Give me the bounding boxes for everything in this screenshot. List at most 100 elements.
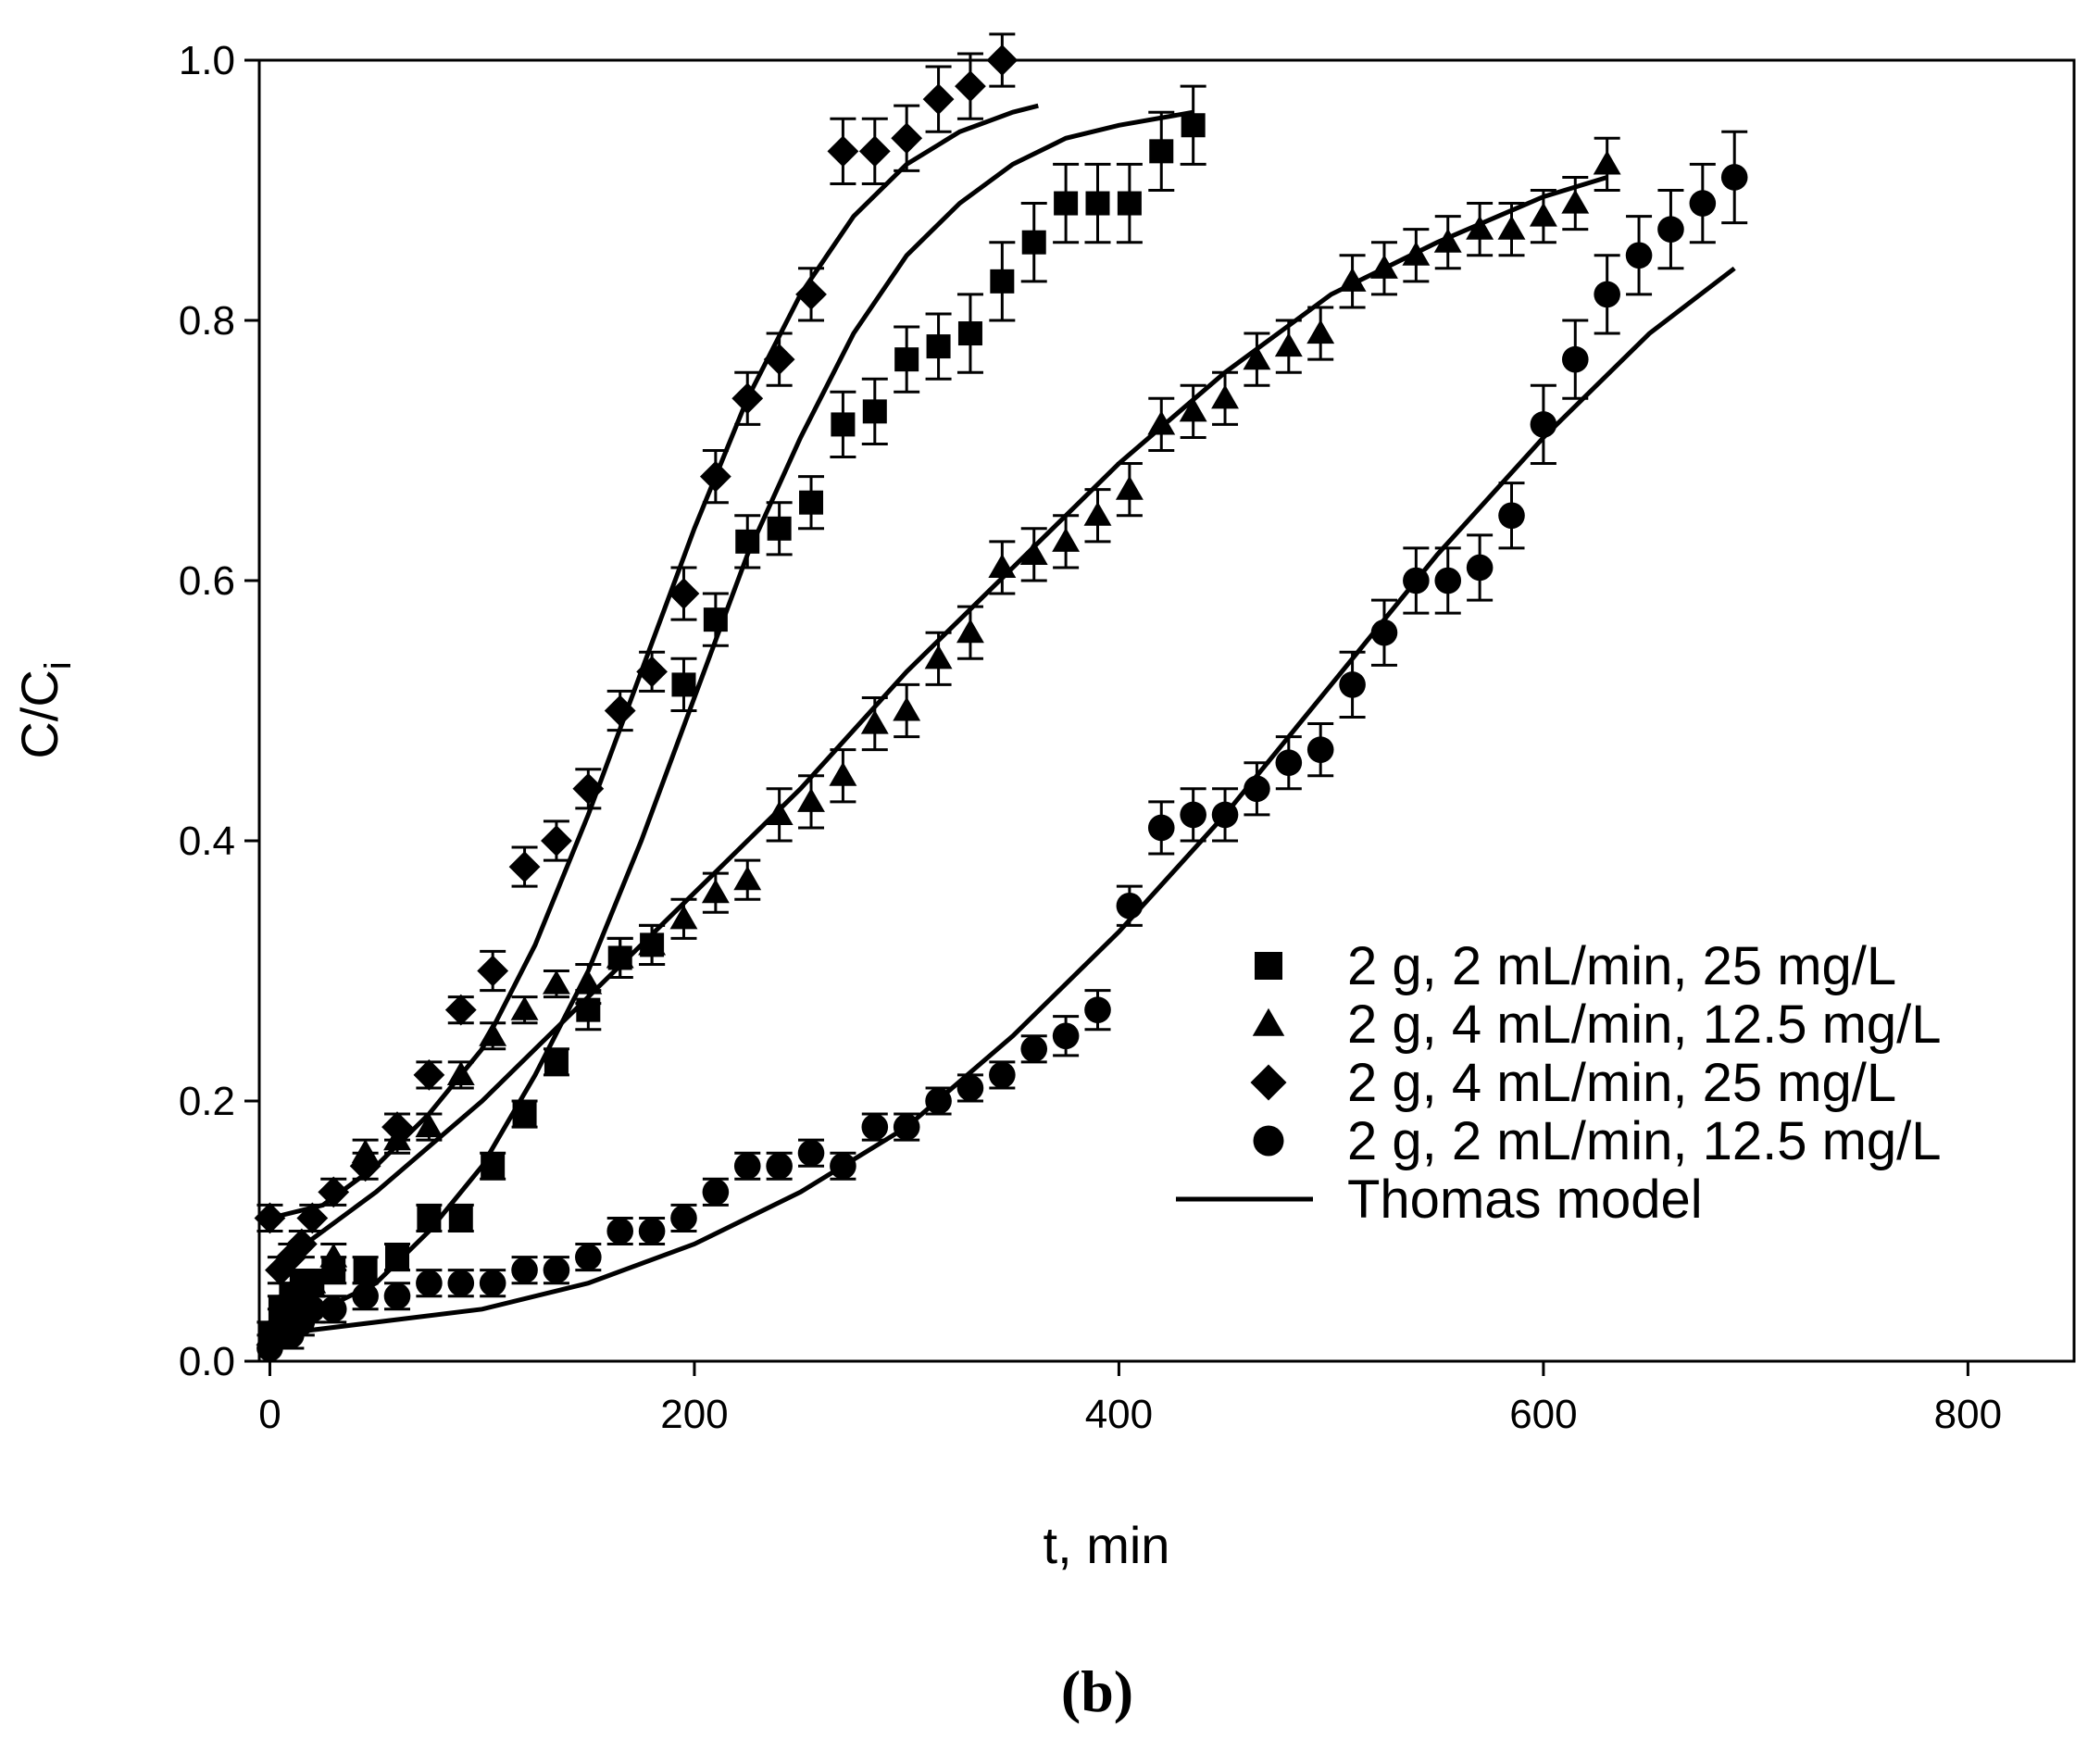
data-point-s3-45 (1594, 281, 1620, 308)
data-point-s1-41 (1466, 215, 1494, 240)
data-point-s1-25 (956, 619, 984, 644)
data-point-s1-12 (542, 970, 570, 995)
data-point-s2-14 (604, 694, 636, 727)
data-point-s2-26 (986, 44, 1019, 76)
data-point-s1-21 (829, 761, 857, 786)
data-point-s2-20 (795, 279, 827, 310)
data-point-s3-46 (1625, 242, 1653, 269)
data-point-s3-34 (1244, 775, 1270, 803)
data-point-s0-19 (767, 516, 792, 541)
data-point-s0-6 (353, 1257, 378, 1282)
data-point-s1-11 (510, 995, 539, 1020)
data-point-s1-14 (606, 944, 634, 969)
data-point-s3-41 (1466, 554, 1494, 582)
data-point-s3-42 (1498, 502, 1525, 530)
y-tick-label-0: 0.0 (179, 1339, 235, 1384)
data-point-s2-15 (636, 656, 668, 688)
data-point-s0-32 (1181, 113, 1206, 138)
data-point-s0-7 (385, 1245, 410, 1270)
data-point-s3-38 (1370, 619, 1398, 646)
data-point-s0-21 (831, 412, 856, 437)
data-point-s2-17 (699, 460, 731, 493)
data-point-s1-27 (1019, 540, 1048, 565)
thomas-model-curve-3 (269, 266, 1736, 1338)
data-point-s2-8 (413, 1059, 445, 1091)
data-point-s3-16 (670, 1205, 697, 1232)
data-point-s3-13 (575, 1244, 602, 1270)
data-point-s2-22 (858, 135, 891, 168)
data-point-s3-10 (479, 1270, 506, 1296)
data-point-s1-45 (1593, 150, 1621, 175)
data-point-s1-28 (1052, 527, 1081, 552)
y-axis-title: C/Ci (10, 661, 79, 758)
x-axis-title: t, min (1044, 1516, 1170, 1574)
axis-ticks: 0 200 400 600 800 0.0 0.2 0.4 0.6 0.8 1.0 (179, 38, 2002, 1437)
legend: 2 g, 2 mL/min, 25 mg/L2 g, 4 mL/min, 12.… (1176, 936, 1942, 1230)
data-point-s0-27 (1021, 230, 1046, 255)
data-point-s0-17 (703, 607, 728, 632)
data-point-s2-9 (444, 994, 477, 1026)
data-point-s1-8 (415, 1113, 444, 1138)
data-point-s3-11 (511, 1257, 538, 1283)
data-point-s1-9 (446, 1060, 475, 1085)
data-point-s1-42 (1497, 215, 1526, 240)
data-point-s1-34 (1243, 345, 1271, 370)
data-point-s3-19 (766, 1152, 793, 1180)
data-point-s1-44 (1561, 189, 1590, 214)
data-point-s0-16 (671, 672, 696, 697)
y-tick-label-2: 0.4 (179, 819, 235, 864)
data-point-s3-44 (1561, 345, 1589, 373)
legend-marker-2 (1250, 1064, 1287, 1101)
data-point-s3-33 (1211, 801, 1239, 829)
data-point-s3-40 (1434, 567, 1462, 594)
data-point-s1-19 (765, 800, 794, 825)
data-point-s3-29 (1084, 996, 1111, 1023)
data-point-s3-22 (861, 1113, 889, 1141)
data-point-s1-31 (1147, 410, 1176, 435)
data-point-s1-40 (1433, 228, 1462, 253)
data-point-s1-10 (479, 1021, 507, 1046)
data-point-s3-27 (1020, 1035, 1048, 1063)
y-tick-label-1: 0.2 (179, 1079, 235, 1124)
data-point-s0-20 (799, 490, 824, 515)
data-point-s1-26 (988, 554, 1017, 578)
x-tick-label-3: 600 (1509, 1392, 1577, 1437)
data-point-s0-25 (957, 321, 982, 346)
data-point-s2-6 (349, 1150, 381, 1182)
plot-frame (257, 58, 2076, 1363)
data-point-s3-30 (1116, 892, 1144, 920)
data-point-s1-30 (1115, 475, 1144, 500)
data-point-s1-35 (1274, 332, 1303, 357)
data-point-s2-23 (891, 122, 923, 155)
data-point-s0-18 (735, 529, 760, 554)
data-point-s0-28 (1054, 191, 1079, 216)
data-point-s3-5 (319, 1295, 347, 1323)
data-point-s2-19 (763, 344, 795, 376)
data-point-s1-29 (1083, 501, 1112, 526)
data-point-s0-24 (926, 334, 951, 359)
data-point-s3-8 (416, 1270, 443, 1296)
data-point-s1-39 (1402, 241, 1431, 266)
legend-label-0: 2 g, 2 mL/min, 25 mg/L (1347, 936, 1896, 996)
data-point-s1-17 (701, 879, 730, 904)
legend-marker-1 (1252, 1007, 1285, 1036)
data-point-s2-10 (477, 955, 509, 987)
data-point-s2-25 (955, 70, 986, 102)
data-point-s2-4 (296, 1202, 329, 1234)
data-point-s3-47 (1657, 216, 1684, 243)
data-point-s1-20 (797, 787, 825, 812)
x-tick-label-2: 400 (1085, 1392, 1153, 1437)
data-point-s0-12 (544, 1049, 569, 1074)
data-point-s2-3 (285, 1228, 318, 1260)
data-point-s1-22 (860, 709, 889, 734)
data-point-s3-4 (299, 1295, 326, 1323)
data-point-s2-2 (275, 1241, 307, 1273)
legend-label-thomas-model: Thomas model (1347, 1170, 1703, 1230)
data-point-s3-28 (1052, 1022, 1080, 1050)
data-point-s3-14 (606, 1218, 634, 1245)
data-point-s2-16 (668, 578, 700, 609)
data-point-s2-21 (827, 135, 859, 168)
data-point-s2-5 (318, 1176, 350, 1208)
data-point-s3-25 (956, 1074, 984, 1102)
